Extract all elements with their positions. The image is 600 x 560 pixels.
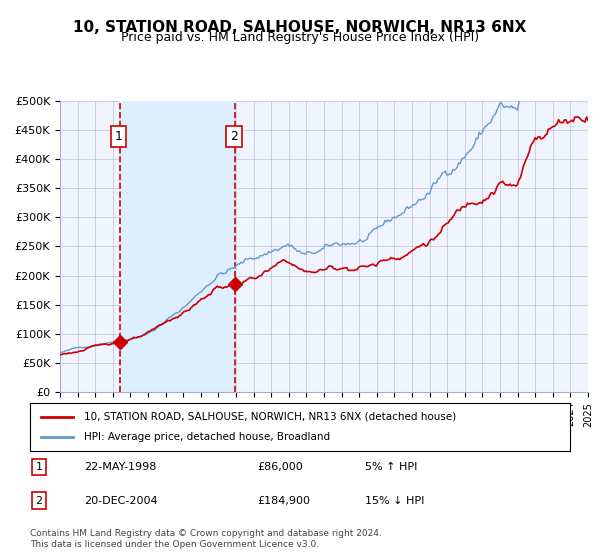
- Text: 10, STATION ROAD, SALHOUSE, NORWICH, NR13 6NX (detached house): 10, STATION ROAD, SALHOUSE, NORWICH, NR1…: [84, 412, 456, 422]
- Text: 1: 1: [115, 130, 122, 143]
- Text: 5% ↑ HPI: 5% ↑ HPI: [365, 462, 417, 472]
- Text: Contains HM Land Registry data © Crown copyright and database right 2024.
This d: Contains HM Land Registry data © Crown c…: [30, 529, 382, 549]
- Bar: [119, 101, 235, 392]
- Text: 2: 2: [35, 496, 43, 506]
- Text: £86,000: £86,000: [257, 462, 302, 472]
- Text: 2: 2: [230, 130, 238, 143]
- Text: 22-MAY-1998: 22-MAY-1998: [84, 462, 157, 472]
- Text: 10, STATION ROAD, SALHOUSE, NORWICH, NR13 6NX: 10, STATION ROAD, SALHOUSE, NORWICH, NR1…: [73, 20, 527, 35]
- Text: 1: 1: [35, 462, 43, 472]
- Text: £184,900: £184,900: [257, 496, 310, 506]
- Text: HPI: Average price, detached house, Broadland: HPI: Average price, detached house, Broa…: [84, 432, 330, 442]
- Text: Price paid vs. HM Land Registry's House Price Index (HPI): Price paid vs. HM Land Registry's House …: [121, 31, 479, 44]
- Text: 20-DEC-2004: 20-DEC-2004: [84, 496, 158, 506]
- Text: 15% ↓ HPI: 15% ↓ HPI: [365, 496, 424, 506]
